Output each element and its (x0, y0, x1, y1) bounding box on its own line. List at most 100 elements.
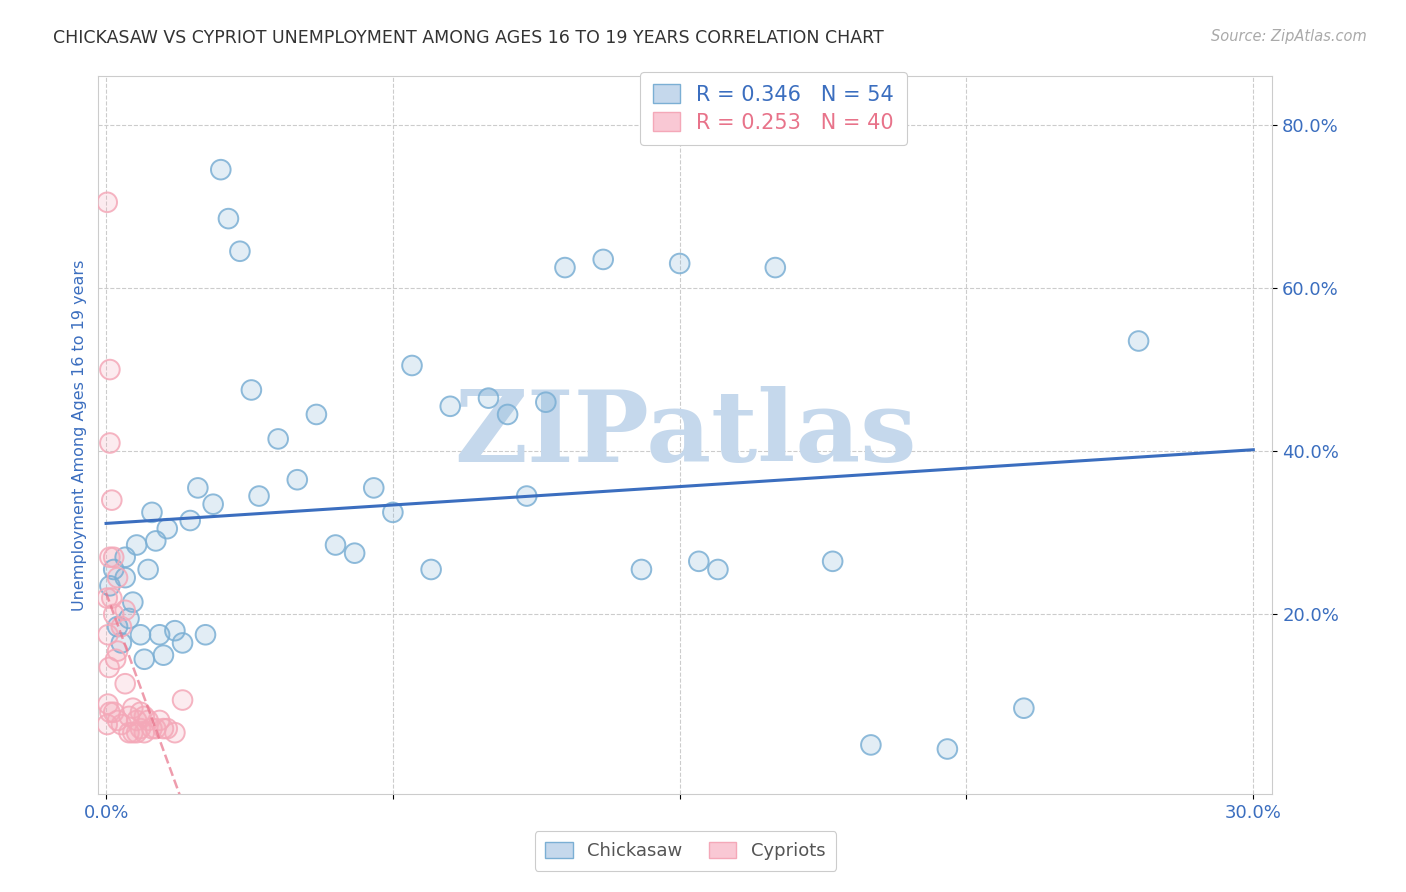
Point (98, 362, 121, 376)
Point (163, 624, 186, 638)
Point (104, 652, 127, 666)
Point (125, 725, 148, 739)
Point (401, 359, 423, 373)
Point (149, 628, 172, 642)
Point (516, 489, 538, 503)
Point (1012, 701, 1035, 715)
Point (98, 579, 121, 593)
Point (101, 591, 124, 605)
Point (187, 481, 209, 495)
Point (194, 628, 217, 642)
Point (134, 709, 156, 723)
Point (936, 742, 959, 756)
Point (1128, 334, 1150, 348)
Point (149, 714, 172, 728)
Point (936, 742, 959, 756)
Point (229, 244, 252, 259)
Point (247, 489, 270, 503)
Point (1012, 701, 1035, 715)
Point (98, 706, 121, 720)
Point (107, 619, 129, 633)
Y-axis label: Unemployment Among Ages 16 to 19 years: Unemployment Among Ages 16 to 19 years (72, 260, 87, 610)
Point (477, 391, 499, 405)
Point (107, 714, 129, 728)
Point (172, 636, 194, 650)
Point (107, 571, 129, 585)
Point (118, 725, 141, 739)
Point (125, 714, 148, 728)
Point (121, 595, 143, 609)
Point (134, 652, 156, 666)
Point (267, 432, 290, 446)
Point (98, 362, 121, 376)
Point (110, 717, 132, 731)
Point (121, 725, 143, 739)
Point (229, 244, 252, 259)
Point (668, 256, 690, 270)
Point (420, 562, 443, 576)
Point (363, 481, 385, 495)
Point (401, 359, 423, 373)
Point (152, 648, 174, 662)
Point (149, 714, 172, 728)
Point (156, 522, 179, 536)
Point (136, 714, 159, 728)
Point (145, 533, 167, 548)
Point (129, 628, 152, 642)
Point (98, 706, 121, 720)
Point (110, 636, 132, 650)
Point (592, 252, 614, 267)
Point (267, 432, 290, 446)
Point (107, 571, 129, 585)
Point (129, 706, 152, 720)
Point (107, 714, 129, 728)
Point (97, 697, 120, 711)
Point (688, 554, 710, 568)
Point (381, 505, 404, 519)
Point (96, 591, 118, 605)
Point (107, 644, 129, 658)
Point (156, 722, 179, 736)
Point (592, 252, 614, 267)
Point (114, 603, 136, 617)
Point (121, 701, 143, 715)
Point (202, 497, 225, 511)
Point (381, 505, 404, 519)
Point (98, 579, 121, 593)
Point (96, 195, 118, 210)
Point (107, 644, 129, 658)
Point (534, 395, 557, 409)
Point (98, 550, 121, 565)
Point (172, 693, 194, 707)
Point (98, 436, 121, 450)
Point (217, 211, 239, 226)
Point (707, 562, 730, 576)
Point (110, 619, 132, 633)
Point (187, 481, 209, 495)
Text: Source: ZipAtlas.com: Source: ZipAtlas.com (1211, 29, 1367, 44)
Point (145, 722, 167, 736)
Point (152, 722, 174, 736)
Point (163, 725, 186, 739)
Point (121, 595, 143, 609)
Point (688, 554, 710, 568)
Point (136, 562, 159, 576)
Point (118, 611, 141, 625)
Point (129, 706, 152, 720)
Point (668, 256, 690, 270)
Point (363, 481, 385, 495)
Point (325, 538, 347, 552)
Point (247, 489, 270, 503)
Point (1128, 334, 1150, 348)
Point (141, 505, 163, 519)
Point (240, 383, 263, 397)
Point (121, 725, 143, 739)
Point (534, 395, 557, 409)
Point (172, 693, 194, 707)
Point (101, 493, 124, 508)
Point (101, 591, 124, 605)
Point (114, 550, 136, 565)
Point (97, 628, 120, 642)
Point (101, 493, 124, 508)
Point (125, 538, 148, 552)
